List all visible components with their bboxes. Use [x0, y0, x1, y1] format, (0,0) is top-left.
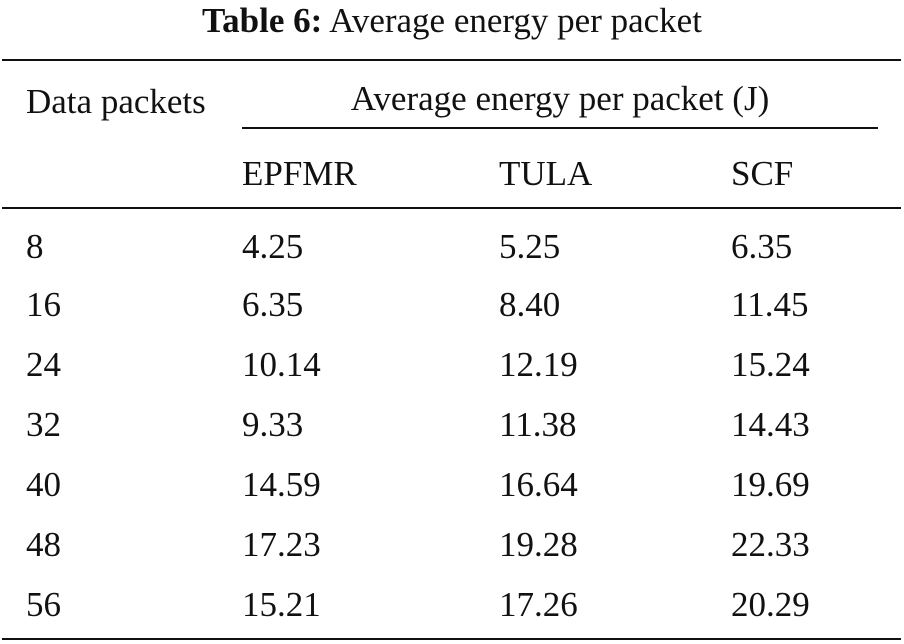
row-cell-scf: 15.24: [731, 345, 810, 384]
row-cell-packets: 48: [26, 525, 61, 564]
table-bottom-rule: [2, 638, 901, 640]
row-cell-scf: 20.29: [731, 585, 810, 624]
row-cell-packets: 8: [26, 227, 44, 266]
table-caption: Table 6: Average energy per packet: [0, 0, 904, 42]
row-cell-tula: 17.26: [499, 585, 578, 624]
row-cell-packets: 16: [26, 285, 61, 324]
row-cell-scf: 22.33: [731, 525, 810, 564]
group-header: Average energy per packet (J): [350, 79, 770, 118]
row-cell-tula: 19.28: [499, 525, 578, 564]
row-cell-scf: 11.45: [731, 285, 809, 324]
row-cell-tula: 5.25: [499, 227, 561, 266]
column-header-scf: SCF: [731, 154, 794, 193]
row-cell-tula: 16.64: [499, 465, 578, 504]
row-cell-packets: 56: [26, 585, 61, 624]
row-cell-tula: 11.38: [499, 405, 577, 444]
row-cell-epfmr: 10.14: [242, 345, 321, 384]
row-cell-scf: 6.35: [731, 227, 793, 266]
group-header-rule: [242, 127, 878, 129]
row-cell-scf: 14.43: [731, 405, 810, 444]
row-cell-epfmr: 15.21: [242, 585, 321, 624]
row-cell-tula: 8.40: [499, 285, 561, 324]
table-caption-label: Table 6:: [202, 1, 323, 40]
row-cell-epfmr: 4.25: [242, 227, 304, 266]
table-header-rule: [2, 207, 901, 209]
stub-header: Data packets: [26, 82, 206, 121]
row-cell-tula: 12.19: [499, 345, 578, 384]
table-top-rule: [2, 59, 901, 61]
column-header-epfmr: EPFMR: [242, 154, 357, 193]
table-caption-text: Average energy per packet: [329, 1, 702, 40]
row-cell-epfmr: 14.59: [242, 465, 321, 504]
row-cell-packets: 40: [26, 465, 61, 504]
column-header-tula: TULA: [499, 154, 593, 193]
row-cell-scf: 19.69: [731, 465, 810, 504]
row-cell-epfmr: 9.33: [242, 405, 304, 444]
row-cell-epfmr: 17.23: [242, 525, 321, 564]
row-cell-packets: 32: [26, 405, 61, 444]
row-cell-packets: 24: [26, 345, 61, 384]
row-cell-epfmr: 6.35: [242, 285, 304, 324]
